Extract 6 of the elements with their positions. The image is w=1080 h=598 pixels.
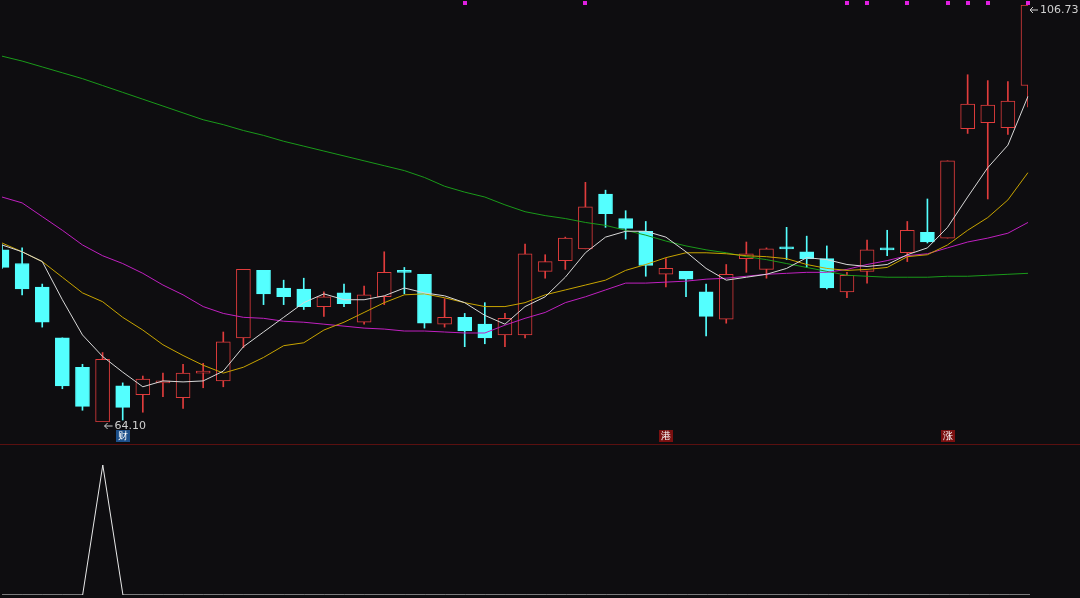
text: 106.73 — [1040, 2, 1079, 16]
annotation: 64.10 — [114, 418, 147, 432]
text: 涨 — [940, 430, 955, 442]
text: 财 — [115, 430, 130, 442]
text: 港 — [658, 430, 673, 442]
candlestick — [980, 80, 996, 200]
